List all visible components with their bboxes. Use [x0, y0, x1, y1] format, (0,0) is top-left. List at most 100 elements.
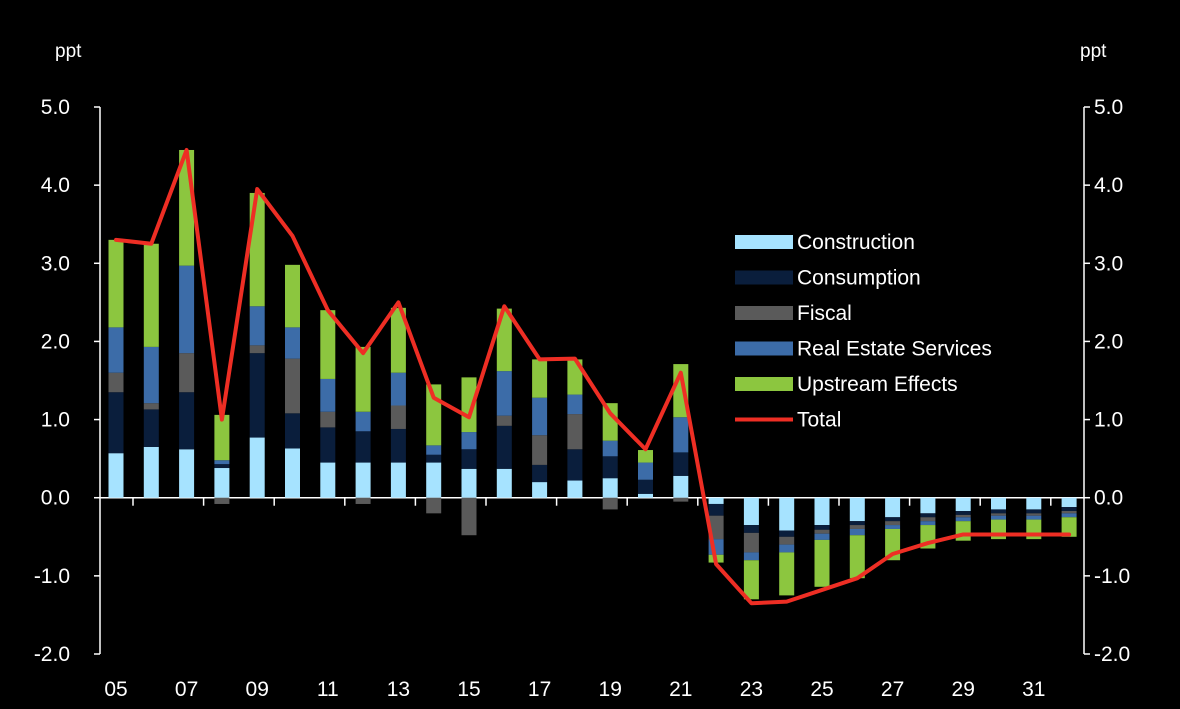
bar-segment-consumption: [249, 353, 265, 438]
bar-segment-construction: [673, 475, 689, 498]
x-tick-label: 07: [175, 678, 198, 701]
bar-segment-fiscal: [743, 532, 759, 553]
legend-label-construction: Construction: [797, 231, 915, 254]
bar-segment-real-estate-services: [638, 462, 653, 480]
bar-segment-real-estate-services: [355, 411, 371, 432]
bar-segment-consumption: [779, 530, 795, 537]
bar-segment-construction: [1061, 497, 1077, 508]
right-axis-unit: ppt: [1080, 41, 1107, 62]
bar-segment-real-estate-services: [249, 306, 265, 346]
bar-segment-fiscal: [779, 536, 795, 545]
bar-segment-consumption: [920, 513, 936, 518]
bar-segment-construction: [885, 497, 901, 518]
right-y-tick-label: 4.0: [1094, 174, 1123, 197]
bar-segment-fiscal: [955, 514, 971, 518]
left-y-tick-label: 2.0: [41, 330, 70, 353]
bar-segment-fiscal: [1061, 510, 1077, 514]
bar-segment-construction: [638, 493, 653, 498]
bar-segment-construction: [955, 497, 971, 511]
right-y-tick-label: -2.0: [1094, 643, 1130, 666]
bar-segment-construction: [920, 497, 936, 514]
bar-segment-construction: [743, 497, 759, 526]
bar-segment-upstream-effects: [355, 346, 371, 412]
bar-segment-fiscal: [814, 529, 830, 534]
bar-segment-construction: [991, 497, 1006, 510]
bar-segment-upstream-effects: [567, 359, 583, 395]
bar-segment-construction: [285, 448, 300, 498]
bar-segment-upstream-effects: [143, 243, 159, 347]
bar-segment-consumption: [179, 392, 195, 450]
bar-segment-consumption: [638, 479, 653, 494]
bar-segment-fiscal: [849, 525, 865, 529]
bar-segment-fiscal: [214, 497, 230, 504]
bar-segment-construction: [461, 468, 477, 498]
total-line: [114, 147, 1072, 606]
bar-segment-construction: [249, 437, 265, 498]
left-y-tick-label: 0.0: [41, 487, 70, 510]
bar-segment-real-estate-services: [602, 440, 618, 457]
bar-segment-real-estate-services: [143, 346, 159, 404]
bar-segment-fiscal: [108, 372, 124, 393]
bar-segment-upstream-effects: [602, 403, 618, 441]
bar-segment-upstream-effects: [743, 560, 759, 600]
bar-segment-real-estate-services: [461, 432, 477, 450]
left-y-tick-label: -2.0: [34, 643, 70, 666]
bar-segment-fiscal: [920, 517, 936, 522]
right-y-tick-label: 0.0: [1094, 487, 1123, 510]
bar-segment-upstream-effects: [532, 359, 548, 398]
bar-segment-upstream-effects: [779, 552, 795, 596]
bar-segment-real-estate-services: [849, 528, 865, 536]
left-y-tick-label: 3.0: [41, 252, 70, 275]
legend-label-upstream-effects: Upstream Effects: [797, 373, 958, 396]
bar-segment-construction: [390, 462, 406, 498]
bar-segment-fiscal: [320, 411, 336, 428]
bar-segment-real-estate-services: [285, 327, 300, 359]
legend-swatch-consumption: [735, 270, 793, 285]
bar-segment-consumption: [1061, 507, 1077, 511]
bar-segment-real-estate-services: [532, 397, 548, 436]
bar-segment-upstream-effects: [849, 535, 865, 579]
bar-segment-upstream-effects: [285, 264, 300, 328]
total-line-layer: [114, 147, 1072, 606]
right-y-tick-label: 3.0: [1094, 252, 1123, 275]
bar-segment-construction: [179, 449, 195, 498]
bar-segment-construction: [108, 453, 124, 498]
bar-segment-real-estate-services: [1026, 515, 1042, 520]
x-tick-label: 15: [457, 678, 480, 701]
bar-segment-construction: [779, 497, 795, 531]
bar-segment-real-estate-services: [108, 327, 124, 373]
bar-segment-fiscal: [143, 403, 159, 410]
bar-segment-construction: [214, 468, 230, 498]
bar-layer: [108, 149, 1077, 600]
bar-segment-fiscal: [496, 415, 512, 426]
x-tick-label: 21: [669, 678, 692, 701]
bar-segment-upstream-effects: [390, 307, 406, 373]
legend: Construction Consumption Fiscal Real Estate…: [735, 231, 992, 432]
bar-segment-consumption: [849, 521, 865, 526]
bar-segment-consumption: [567, 449, 583, 481]
bar-segment-real-estate-services: [955, 517, 971, 522]
bar-segment-real-estate-services: [991, 515, 1006, 520]
bar-segment-consumption: [991, 509, 1006, 514]
bar-segment-construction: [355, 462, 371, 498]
x-tick-label: 19: [599, 678, 622, 701]
bar-segment-consumption: [708, 503, 724, 516]
left-y-tick-label: -1.0: [34, 565, 70, 588]
legend-label-fiscal: Fiscal: [797, 302, 852, 325]
bar-segment-consumption: [602, 456, 618, 479]
bar-segment-upstream-effects: [461, 377, 477, 433]
bar-segment-consumption: [814, 525, 830, 530]
x-tick-label: 29: [952, 678, 975, 701]
bar-segment-construction: [496, 468, 512, 498]
bar-segment-fiscal: [249, 345, 265, 354]
bar-segment-consumption: [355, 431, 371, 463]
bar-segment-real-estate-services: [779, 544, 795, 553]
bar-segment-construction: [1026, 497, 1042, 510]
right-y-tick-label: 1.0: [1094, 409, 1123, 432]
right-y-tick-label: -1.0: [1094, 565, 1130, 588]
bar-segment-consumption: [108, 392, 124, 454]
bar-segment-real-estate-services: [320, 378, 336, 412]
legend-swatch-construction: [735, 235, 793, 249]
bar-segment-consumption: [143, 409, 159, 447]
bar-segment-fiscal: [355, 497, 371, 504]
